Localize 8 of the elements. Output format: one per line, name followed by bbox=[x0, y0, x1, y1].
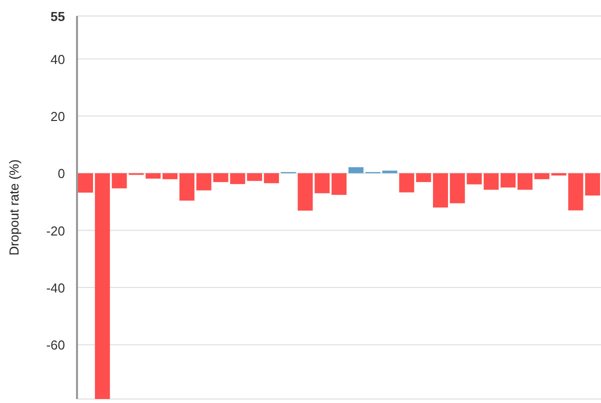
y-tick-label: 0 bbox=[58, 166, 65, 182]
y-tick-label: -60 bbox=[46, 338, 65, 353]
y-tick-label: 20 bbox=[50, 109, 65, 124]
y-tick-label: 40 bbox=[50, 52, 65, 67]
y-axis-title: Dropout rate (%) bbox=[6, 159, 22, 256]
y-tick-label: -20 bbox=[46, 223, 65, 238]
y-tick-label: -40 bbox=[46, 280, 65, 296]
y-tick-label: 55 bbox=[50, 9, 65, 24]
